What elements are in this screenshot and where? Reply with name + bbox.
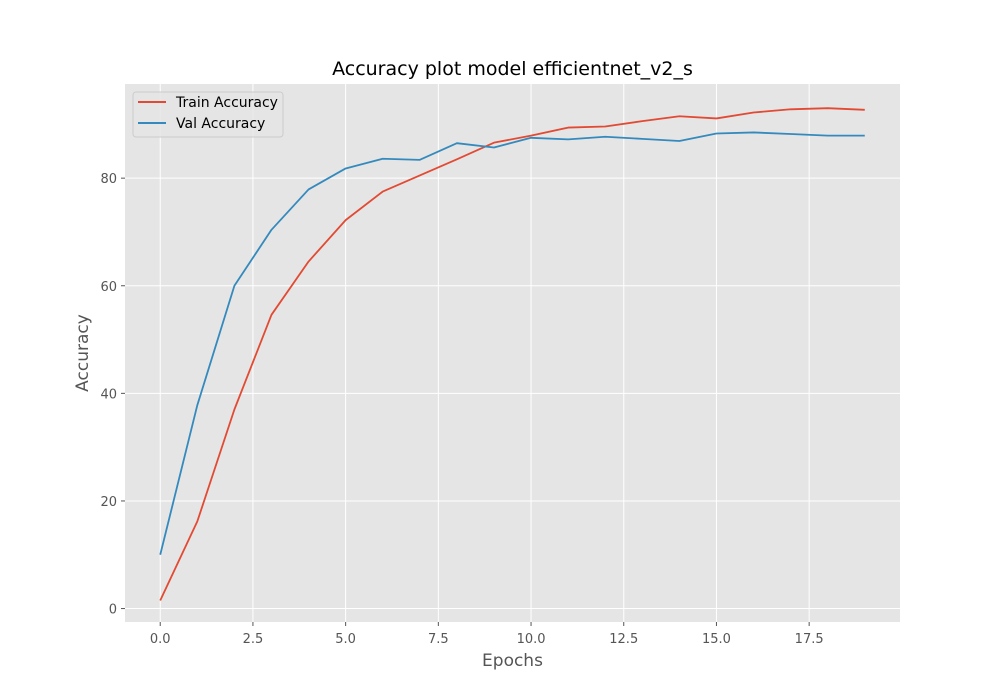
y-axis-label: Accuracy bbox=[73, 314, 93, 392]
legend: Train Accuracy Val Accuracy bbox=[132, 91, 284, 138]
y-tick-label: 0 bbox=[109, 603, 117, 618]
x-tick-label: 0.0 bbox=[150, 632, 171, 647]
series-lines bbox=[159, 107, 865, 601]
train-accuracy-line bbox=[159, 107, 865, 601]
plot-area bbox=[125, 84, 900, 622]
x-tick-label: 10.0 bbox=[517, 632, 546, 647]
chart-title: Accuracy plot model efficientnet_v2_s bbox=[332, 58, 693, 80]
grid-lines bbox=[125, 84, 900, 622]
val-accuracy-line bbox=[159, 131, 865, 555]
y-tick-label: 40 bbox=[100, 387, 117, 402]
legend-label-val-accuracy: Val Accuracy bbox=[176, 116, 265, 132]
x-axis-label: Epochs bbox=[482, 651, 543, 671]
y-tick-label: 60 bbox=[100, 280, 117, 295]
legend-label-train-accuracy: Train Accuracy bbox=[175, 95, 278, 111]
x-tick-label: 12.5 bbox=[609, 632, 638, 647]
x-tick-label: 7.5 bbox=[428, 632, 449, 647]
x-tick-label: 17.5 bbox=[795, 632, 824, 647]
y-tick-label: 80 bbox=[100, 172, 117, 187]
x-tick-label: 15.0 bbox=[702, 632, 731, 647]
legend-box bbox=[132, 91, 284, 138]
axis-ticks: 0.0 2.5 5.0 7.5 10.0 12.5 15.0 17.5 0 20 40 60 80 bbox=[100, 172, 823, 647]
x-tick-label: 2.5 bbox=[243, 632, 264, 647]
y-tick-label: 20 bbox=[100, 495, 117, 510]
x-tick-label: 5.0 bbox=[335, 632, 356, 647]
